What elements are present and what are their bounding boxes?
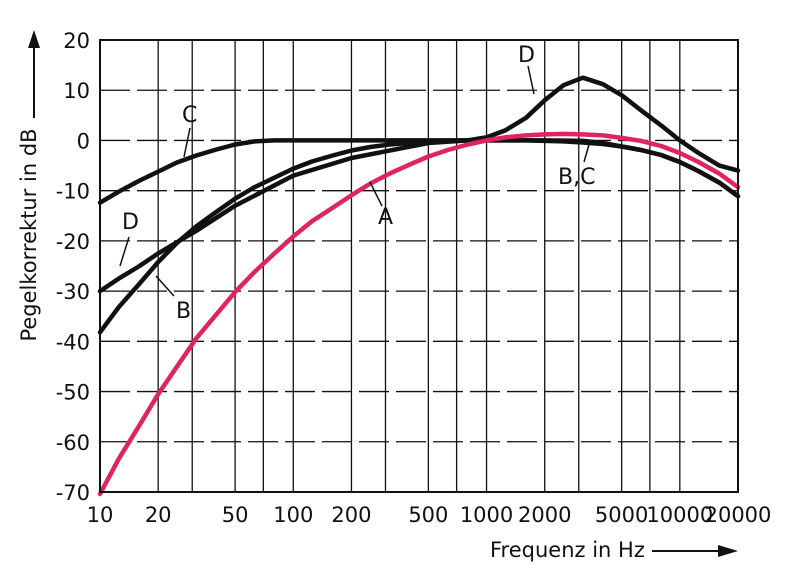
plot-border: [99, 39, 739, 493]
plot-frame: [99, 39, 739, 493]
x-axis-title-group: Frequenz in Hz: [490, 538, 738, 562]
annotation-leader-bc: [583, 140, 591, 163]
x-tick-label: 10: [87, 503, 114, 527]
annotation-leader-c: [183, 127, 191, 158]
x-tick-label: 50: [222, 503, 249, 527]
curve-annotations: A B C D D B,C: [119, 43, 595, 324]
x-tick-label: 10000: [646, 503, 713, 527]
series-line-d: [97, 75, 741, 294]
x-axis-label: Frequenz in Hz: [490, 538, 645, 562]
tick-labels: 10 20 50 100 200 500 1000 2000 50001000020000201…: [56, 29, 772, 527]
x-tick-label: 5000: [595, 503, 648, 527]
y-axis-title-group: Pegelkorrektur in dB: [17, 30, 41, 342]
series-line-b: [97, 138, 741, 335]
series-layer: [97, 75, 741, 497]
y-tick-label: 0: [77, 129, 90, 153]
y-tick-label: 20: [63, 29, 90, 53]
y-tick-label: -50: [56, 381, 90, 405]
y-tick-label: -10: [56, 180, 90, 204]
y-tick-label: -60: [56, 431, 90, 455]
series-line-c: [97, 138, 741, 205]
annotation-leader-d-right: [527, 65, 535, 95]
x-tick-label: 20000: [705, 503, 772, 527]
y-tick-label: -40: [56, 330, 90, 354]
x-tick-label: 20: [145, 503, 172, 527]
x-tick-label: 200: [331, 503, 371, 527]
y-tick-label: -70: [56, 481, 90, 505]
annotation-c: C: [182, 103, 197, 128]
annotation-a: A: [378, 205, 393, 230]
x-tick-label: 500: [408, 503, 448, 527]
annotation-d-right: D: [518, 43, 535, 68]
y-tick-label: -20: [56, 230, 90, 254]
annotation-d-left: D: [122, 210, 139, 235]
y-axis-arrow-head: [28, 30, 40, 48]
annotation-leader-d-left: [119, 236, 130, 267]
x-tick-label: 2000: [518, 503, 571, 527]
y-axis-label: Pegelkorrektur in dB: [17, 128, 41, 341]
annotation-leader-b: [155, 275, 175, 297]
x-tick-label: 100: [273, 503, 313, 527]
annotation-leader-a: [369, 181, 383, 207]
x-axis-arrow-head: [718, 545, 738, 557]
x-tick-label: 1000: [460, 503, 513, 527]
y-tick-label: -30: [56, 280, 90, 304]
annotation-b: B: [176, 299, 191, 324]
series-line-a: [97, 131, 741, 497]
y-tick-label: 10: [63, 79, 90, 103]
annotation-bc: B,C: [558, 165, 595, 190]
